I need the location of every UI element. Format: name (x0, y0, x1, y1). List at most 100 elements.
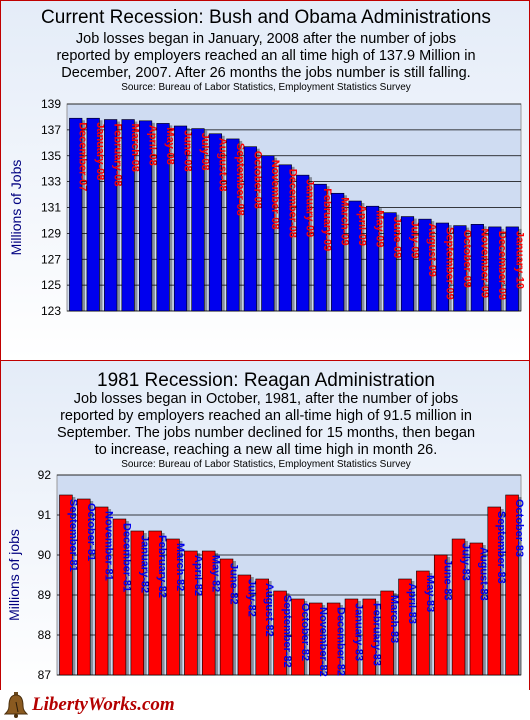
bar (400, 216, 415, 312)
bar (348, 200, 362, 312)
bar-shadow (256, 148, 260, 311)
bar-shadow (375, 601, 379, 675)
bar-shadow (343, 195, 347, 311)
bar-category-label: July-09 (409, 221, 421, 259)
bottom-bar-chart: 87 88 89 90 91 92 Millions of jobs September-81… (6, 468, 525, 682)
bar (59, 494, 73, 676)
y-tick-label: 133 (41, 175, 61, 189)
bar-shadow (286, 593, 290, 675)
bar-shadow (518, 228, 522, 311)
bar-category-label: January-09 (304, 179, 316, 237)
bar (362, 598, 377, 676)
bar (380, 590, 394, 676)
bar (156, 123, 170, 312)
y-tick-label: 123 (41, 304, 61, 318)
bar (309, 602, 323, 676)
bar-category-label: March-08 (129, 124, 141, 172)
bar (148, 530, 162, 676)
bar-category-label: October-82 (299, 603, 311, 661)
bar-category-label: January-08 (94, 122, 106, 180)
bar-category-label: February-08 (112, 124, 124, 187)
bar (184, 550, 198, 676)
bar-category-label: October-08 (251, 151, 263, 209)
bar-category-label: June-08 (182, 130, 194, 172)
bar-shadow (464, 541, 468, 675)
bar-shadow (179, 541, 183, 675)
bar (243, 146, 257, 312)
bottom-subtitle-line: September. The jobs number declined for … (56, 425, 476, 441)
bar-category-label: May-09 (374, 210, 386, 247)
bar-category-label: September-83 (495, 511, 507, 584)
bar-category-label: June-83 (442, 559, 454, 601)
bar-shadow (232, 561, 236, 675)
bar-shadow (309, 177, 313, 311)
bar (291, 598, 305, 676)
bar-category-label: December-08 (286, 169, 298, 238)
bottom-subtitle-line: reported by employers reached an all-tim… (60, 408, 472, 424)
bar (77, 498, 91, 676)
bar (226, 138, 240, 312)
bar-shadow (116, 121, 120, 312)
bar (313, 183, 327, 312)
top-chart-subtitle: Job losses began in January, 2008 after … (1, 31, 530, 82)
top-bar-chart: 123 125 127 129 131 133 135 137 139 Millions of J… (8, 97, 525, 318)
y-tick-label: 125 (41, 278, 61, 292)
bar-shadow (197, 553, 201, 675)
bar-shadow (134, 121, 138, 312)
bottom-chart-title: 1981 Recession: Reagan Administration (97, 370, 435, 391)
y-tick-label: 135 (41, 149, 61, 163)
bar (418, 218, 432, 312)
bar-shadow (361, 203, 365, 311)
bar-shadow (340, 605, 344, 675)
y-axis-label: Millions of jobs (6, 529, 22, 621)
logo-text: LibertyWorks.com (32, 694, 175, 715)
bar-shadow (413, 218, 417, 311)
bar (469, 542, 484, 676)
bar-category-label: August-82 (263, 583, 275, 637)
bar-shadow (151, 122, 155, 311)
bar-shadow (518, 497, 522, 675)
bar-category-label: April-83 (406, 583, 418, 624)
bar (488, 226, 502, 312)
y-tick-label: 127 (41, 252, 61, 266)
bar (130, 530, 145, 676)
bar-category-label: November-82 (317, 607, 329, 677)
bar-shadow (274, 157, 278, 311)
bar-shadow (393, 593, 397, 675)
bar (138, 120, 153, 312)
bar-shadow (250, 577, 254, 675)
bottom-subtitle-line: Job losses began in October, 1981, after… (73, 391, 459, 407)
bar-shadow (215, 553, 219, 675)
bar-shadow (204, 130, 208, 311)
bar-shadow (357, 601, 361, 675)
bar-category-label: March-83 (388, 595, 400, 643)
bar-shadow (72, 497, 76, 675)
bar (451, 538, 466, 676)
bar-shadow (99, 120, 103, 311)
bar-category-label: September-81 (67, 499, 79, 572)
libertyworks-logo[interactable]: LibertyWorks.com (4, 692, 175, 718)
bar-category-label: October-81 (85, 503, 97, 561)
bar-category-label: July-83 (460, 543, 472, 581)
bar-shadow (304, 601, 308, 675)
y-tick-label: 92 (38, 468, 52, 482)
bar-shadow (396, 214, 400, 311)
bar (326, 602, 341, 676)
bar-category-label: March-82 (174, 543, 186, 591)
bar-shadow (161, 533, 165, 675)
top-subtitle-line: Job losses began in January, 2008 after … (75, 31, 457, 47)
bar-category-label: October-09 (461, 230, 473, 288)
bar-shadow (482, 545, 486, 675)
bar-category-label: January-10 (513, 231, 525, 289)
bar (416, 570, 430, 676)
bar (191, 128, 205, 312)
top-chart-title: Current Recession: Bush and Obama Admini… (41, 7, 491, 28)
bar (344, 598, 359, 676)
bar-shadow (221, 135, 225, 311)
top-subtitle-line: December, 2007. After 26 months the jobs… (61, 65, 471, 81)
bar (433, 554, 448, 676)
bar-category-label: August-09 (426, 223, 438, 277)
bar-category-label: April-09 (356, 205, 368, 246)
bar-shadow (500, 509, 504, 675)
